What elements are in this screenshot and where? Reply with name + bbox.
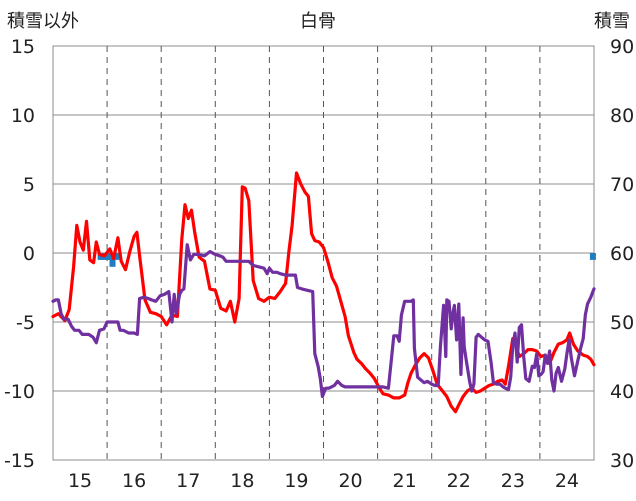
left-tick-label: -15 xyxy=(4,450,35,472)
x-tick-label: 21 xyxy=(393,470,417,492)
x-tick-label: 18 xyxy=(230,470,254,492)
left-tick-labels: 15 10 5 0 -5 -10 -15 xyxy=(4,36,35,472)
left-tick-label: 5 xyxy=(23,174,35,196)
x-tick-label: 20 xyxy=(338,470,362,492)
left-tick-label: 0 xyxy=(23,243,35,265)
x-tick-label: 24 xyxy=(555,470,579,492)
x-tick-label: 19 xyxy=(284,470,308,492)
snow-bar xyxy=(109,253,116,267)
x-tick-label: 22 xyxy=(447,470,471,492)
left-tick-label: -10 xyxy=(4,381,35,403)
right-tick-label: 90 xyxy=(610,36,634,58)
left-tick-label: 10 xyxy=(11,105,35,127)
right-tick-label: 50 xyxy=(610,312,634,334)
x-tick-label: 16 xyxy=(122,470,146,492)
right-tick-label: 70 xyxy=(610,174,634,196)
x-tick-label: 17 xyxy=(176,470,200,492)
right-tick-label: 30 xyxy=(610,450,634,472)
left-tick-label: -5 xyxy=(16,312,35,334)
snow-bar xyxy=(97,253,104,260)
left-axis-label: 積雪以外 xyxy=(7,11,79,32)
right-axis-label: 積雪 xyxy=(594,11,630,32)
x-tick-label: 23 xyxy=(501,470,525,492)
chart-title: 白骨 xyxy=(300,11,336,32)
snow-bar xyxy=(589,253,596,260)
x-tick-label: 15 xyxy=(68,470,92,492)
right-tick-label: 60 xyxy=(610,243,634,265)
right-tick-label: 80 xyxy=(610,105,634,127)
snow-bar xyxy=(113,253,120,260)
right-tick-labels: 90 80 70 60 50 40 30 xyxy=(610,36,634,472)
x-tick-labels: 15 16 17 18 19 20 21 22 23 24 xyxy=(68,470,579,492)
series-line xyxy=(51,243,596,399)
left-tick-label: 15 xyxy=(11,36,35,58)
series-line xyxy=(51,171,596,414)
series-lines xyxy=(51,171,596,414)
right-tick-label: 40 xyxy=(610,381,634,403)
